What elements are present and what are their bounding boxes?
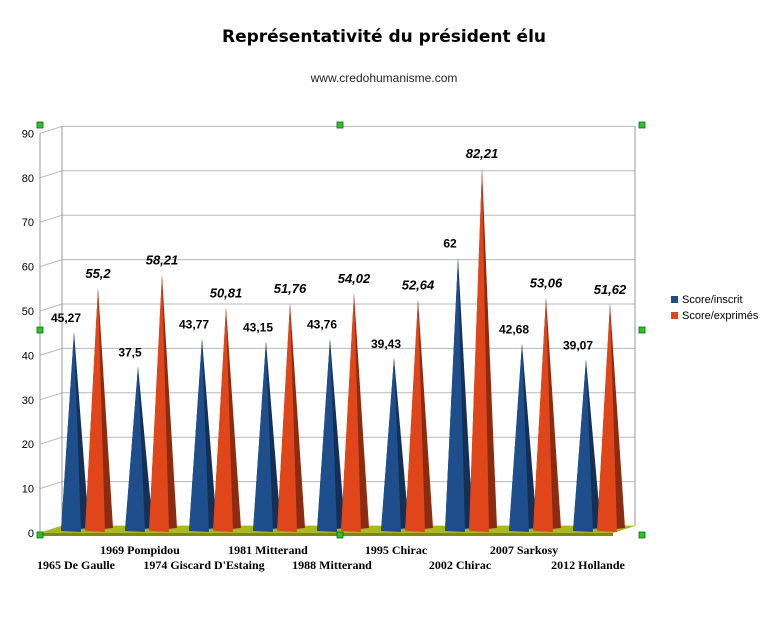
cone-exprimes — [213, 307, 233, 532]
data-label-exprimes: 50,81 — [210, 285, 243, 300]
gridline-side — [39, 214, 63, 223]
floor-edge — [40, 533, 613, 536]
x-category-label: 2002 Chirac — [429, 558, 492, 572]
gridline-side — [39, 347, 63, 356]
data-label-inscrit: 43,76 — [307, 318, 337, 332]
y-tick-label: 60 — [22, 262, 34, 274]
cone-exprimes — [405, 299, 425, 532]
selection-handles[interactable] — [36, 121, 646, 539]
x-category-label: 1969 Pompidou — [100, 543, 180, 557]
y-tick-label: 10 — [22, 484, 34, 496]
data-label-exprimes: 51,76 — [274, 281, 307, 296]
cone-exprimes — [469, 167, 489, 532]
data-label-exprimes: 53,06 — [530, 275, 563, 290]
legend: Score/inscrit Score/exprimés — [671, 294, 759, 322]
x-category-label: 1988 Mitterand — [292, 558, 372, 572]
data-label-exprimes: 51,62 — [594, 282, 627, 297]
y-tick-label: 70 — [22, 217, 34, 229]
legend-label-inscrit: Score/inscrit — [682, 294, 743, 306]
selection-handle[interactable] — [638, 531, 646, 539]
data-label-inscrit: 43,77 — [179, 318, 209, 332]
x-category-label: 2007 Sarkosy — [490, 543, 558, 557]
cone-exprimes — [85, 287, 105, 532]
data-label-inscrit: 45,27 — [51, 311, 81, 325]
selection-handle[interactable] — [336, 121, 344, 129]
cone-exprimes — [149, 274, 169, 532]
data-label-exprimes: 58,21 — [146, 253, 179, 268]
gridline-side — [39, 125, 63, 134]
cone-inscrit — [445, 257, 465, 532]
data-label-inscrit: 37,5 — [118, 346, 142, 360]
data-label-inscrit: 42,68 — [499, 323, 529, 337]
gridline-side — [39, 481, 63, 490]
cone-exprimes — [277, 303, 297, 532]
bars — [61, 167, 625, 532]
cone-inscrit — [381, 357, 401, 532]
x-category-label: 1995 Chirac — [365, 543, 428, 557]
y-tick-label: 40 — [22, 350, 34, 362]
selection-handle[interactable] — [638, 326, 646, 334]
gridline-side — [39, 436, 63, 445]
data-label-exprimes: 54,02 — [338, 271, 371, 286]
selection-handle[interactable] — [36, 531, 44, 539]
cone-inscrit — [125, 366, 145, 532]
cone-exprimes — [341, 293, 361, 532]
gridline-side — [39, 303, 63, 312]
selection-handle[interactable] — [336, 531, 344, 539]
y-tick-label: 50 — [22, 306, 34, 318]
gridline-side — [39, 392, 63, 401]
x-category-label: 2012 Hollande — [551, 558, 625, 572]
chart-title: Représentativité du président élu — [222, 27, 546, 47]
legend-swatch-inscrit — [671, 296, 678, 303]
selection-handle[interactable] — [638, 121, 646, 129]
cone-inscrit — [573, 359, 593, 532]
data-label-inscrit: 39,43 — [371, 337, 401, 351]
chart-subtitle: www.credohumanisme.com — [310, 71, 458, 85]
data-label-exprimes: 52,64 — [402, 277, 435, 292]
gridline-side — [39, 170, 63, 179]
cone-inscrit — [61, 332, 81, 532]
y-tick-label: 80 — [22, 173, 34, 185]
cone-exprimes — [597, 303, 617, 532]
x-category-label: 1965 De Gaulle — [37, 558, 116, 572]
data-label-exprimes: 82,21 — [466, 146, 499, 161]
x-category-label: 1981 Mitterand — [228, 543, 308, 557]
cone-inscrit — [189, 338, 209, 532]
y-tick-label: 30 — [22, 395, 34, 407]
selection-handle[interactable] — [36, 326, 44, 334]
y-tick-label: 0 — [28, 528, 34, 540]
x-category-label: 1974 Giscard D'Estaing — [143, 558, 264, 572]
cone-inscrit — [317, 338, 337, 532]
cone-exprimes — [533, 297, 553, 532]
selection-handle[interactable] — [36, 121, 44, 129]
cone-inscrit — [509, 343, 529, 532]
gridline-side — [39, 259, 63, 268]
y-tick-label: 90 — [22, 128, 34, 140]
data-label-inscrit: 43,15 — [243, 320, 273, 334]
legend-swatch-exprimes — [671, 312, 678, 319]
data-labels: 45,27 55,2 37,5 58,21 43,77 50,81 43,15 51,76 43… — [51, 146, 627, 360]
cone-inscrit — [253, 341, 273, 532]
y-tick-label: 20 — [22, 439, 34, 451]
data-label-inscrit: 62 — [443, 237, 457, 251]
legend-label-exprimes: Score/exprimés — [682, 310, 759, 322]
data-label-exprimes: 55,2 — [85, 266, 111, 281]
data-label-inscrit: 39,07 — [563, 339, 593, 353]
